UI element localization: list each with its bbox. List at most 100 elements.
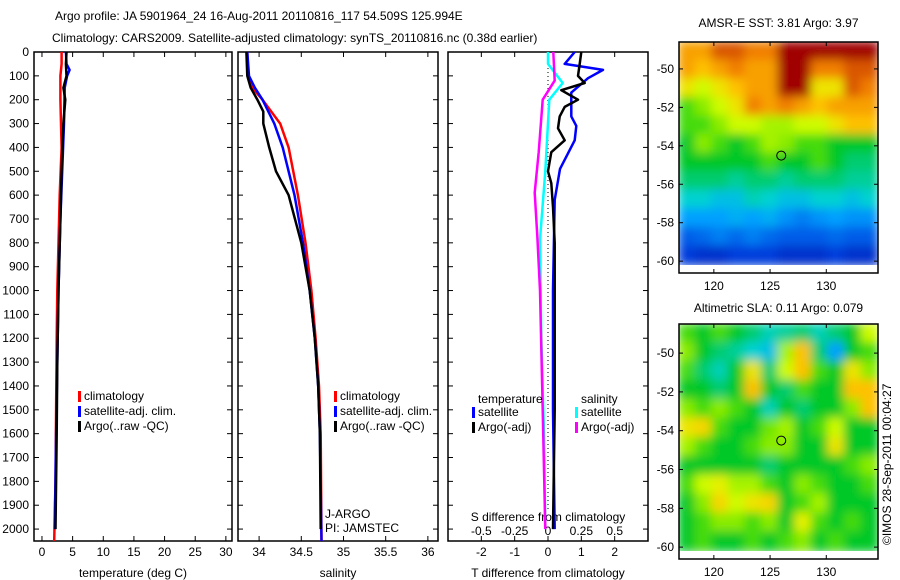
heatmap-cell xyxy=(679,189,697,211)
heatmap-cell xyxy=(860,42,878,62)
y-tick-label: 1700 xyxy=(2,451,29,465)
heatmap-cell xyxy=(860,398,878,420)
heatmap-cell xyxy=(694,436,714,458)
heatmap-cell xyxy=(760,341,780,363)
heatmap-cell xyxy=(760,512,780,534)
legend-label: Argo(-adj) xyxy=(478,420,531,434)
legend-label: Argo(-adj) xyxy=(581,420,634,434)
heatmap-cell xyxy=(827,512,846,534)
x2-tick-label: 0 xyxy=(545,524,552,538)
x2-tick-label: -0.25 xyxy=(501,524,529,538)
heatmap-cell xyxy=(694,78,714,99)
heatmap-cell xyxy=(679,59,697,81)
heatmap-cell xyxy=(827,455,846,477)
heatmap-cell xyxy=(727,436,747,458)
heatmap-cell xyxy=(827,324,846,344)
salinity-panel: 34 34.5 35 35.5 36 salinity climatologysatelli… xyxy=(237,51,439,580)
heatmap-cell xyxy=(794,42,813,62)
heatmap-cell xyxy=(760,42,780,62)
x-tick-label: 20 xyxy=(158,545,172,559)
legend-label: climatology xyxy=(84,389,144,403)
heatmap-cell xyxy=(744,96,763,118)
heatmap-cell xyxy=(860,436,878,458)
heatmap-cell xyxy=(711,245,730,265)
heatmap-cell xyxy=(860,133,878,155)
heatmap-cell xyxy=(860,324,878,344)
legend-swatch xyxy=(334,406,337,417)
heatmap-cell xyxy=(694,531,714,551)
heatmap-cell xyxy=(679,398,697,420)
heatmap-cell xyxy=(860,96,878,118)
heatmap-cell xyxy=(827,226,846,248)
heatmap-cell xyxy=(827,208,846,229)
heatmap-cell xyxy=(794,512,813,534)
heatmap-cell xyxy=(843,96,863,118)
heatmap-cell xyxy=(679,531,697,551)
heatmap-cell xyxy=(860,417,878,439)
heatmap-cell xyxy=(760,171,780,192)
heatmap-cell xyxy=(843,115,863,136)
legend-label: satellite xyxy=(478,405,519,419)
heatmap-cell xyxy=(760,152,780,174)
y-tick-label: 300 xyxy=(9,117,29,131)
heatmap-cell xyxy=(827,245,846,265)
x-tick-label: 36 xyxy=(421,545,435,559)
heatmap-cell xyxy=(777,96,797,118)
heatmap-cell xyxy=(860,171,878,192)
x-axis-label: salinity xyxy=(320,566,357,580)
heatmap-cell xyxy=(794,96,813,118)
y-tick-label: 900 xyxy=(9,260,29,274)
heatmap-cell xyxy=(810,398,830,420)
heatmap-cell xyxy=(794,189,813,211)
x-tick-label: 10 xyxy=(97,545,111,559)
heatmap-cell xyxy=(711,474,730,496)
heatmap-cell xyxy=(777,59,797,81)
heatmap-cell xyxy=(843,398,863,420)
y-tick-label: 1600 xyxy=(2,427,29,441)
heatmap-cell xyxy=(711,152,730,174)
heatmap-cell xyxy=(794,379,813,401)
heatmap-cell xyxy=(694,455,714,477)
heatmap-cell xyxy=(777,360,797,382)
heatmap-cell xyxy=(810,78,830,99)
heatmap-cell xyxy=(810,455,830,477)
heatmap-cell xyxy=(777,341,797,363)
heatmap-cell xyxy=(679,115,697,136)
heatmap-cell xyxy=(827,341,846,363)
heatmap-field xyxy=(679,324,878,551)
sst_map-panel: AMSR-E SST: 3.81 Argo: 3.97 120 125 130 -50 -… xyxy=(657,16,879,293)
imos-timestamp: ©IMOS 28-Sep-2011 00:04:27 xyxy=(880,383,894,545)
heatmap-cell xyxy=(827,42,846,62)
legend-swatch xyxy=(78,391,81,402)
x-tick-label: 15 xyxy=(127,545,141,559)
heatmap-cell xyxy=(860,245,878,265)
heatmap-cell xyxy=(810,474,830,496)
heatmap-cell xyxy=(794,152,813,174)
longitude-tick-label: 130 xyxy=(816,565,836,579)
heatmap-cell xyxy=(760,245,780,265)
heatmap-cell xyxy=(777,455,797,477)
heatmap-cell xyxy=(727,324,747,344)
x-axis-label: T difference from climatology xyxy=(471,566,625,580)
heatmap-cell xyxy=(843,379,863,401)
latitude-tick-label: -58 xyxy=(657,501,675,515)
heatmap-cell xyxy=(727,226,747,248)
heatmap-cell xyxy=(744,115,763,136)
heatmap-cell xyxy=(777,474,797,496)
series-line-argo-raw-qc- xyxy=(245,51,322,530)
y-tick-label: 1500 xyxy=(2,403,29,417)
x-tick-label: 34 xyxy=(252,545,266,559)
heatmap-cell xyxy=(777,493,797,515)
heatmap-cell xyxy=(777,379,797,401)
heatmap-cell xyxy=(711,208,730,229)
heatmap-cell xyxy=(794,455,813,477)
heatmap-cell xyxy=(744,455,763,477)
heatmap-cell xyxy=(744,493,763,515)
longitude-tick-label: 120 xyxy=(704,565,724,579)
heatmap-cell xyxy=(711,189,730,211)
heatmap-cell xyxy=(694,474,714,496)
heatmap-cell xyxy=(694,226,714,248)
heatmap-cell xyxy=(827,59,846,81)
